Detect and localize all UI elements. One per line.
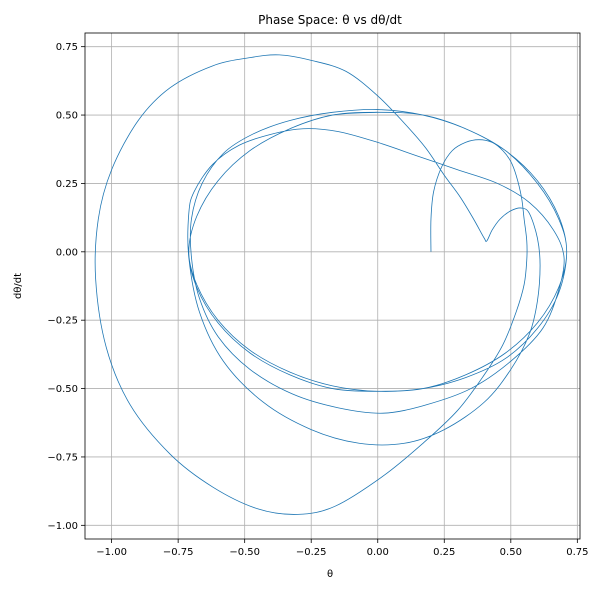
y-tick-label: 0.50 <box>56 111 78 122</box>
y-tick-label: 0.75 <box>56 42 78 53</box>
x-tick-label: −0.75 <box>163 547 194 558</box>
plot-frame <box>84 32 581 540</box>
y-axis-ticks: −1.00 −0.75 −0.50 −0.25 0.00 0.25 0.50 0.75 <box>47 42 85 532</box>
x-tick-label: 0.00 <box>367 547 389 558</box>
chart-title: Phase Space: θ vs dθ/dt <box>258 13 402 27</box>
x-tick-label: −1.00 <box>96 547 127 558</box>
y-tick-label: −1.00 <box>47 521 78 532</box>
x-tick-label: −0.25 <box>296 547 327 558</box>
y-tick-label: −0.75 <box>47 452 78 463</box>
y-tick-label: 0.00 <box>56 247 78 258</box>
x-tick-label: 0.25 <box>433 547 455 558</box>
x-tick-label: 0.75 <box>566 547 588 558</box>
x-axis-ticks: −1.00 −0.75 −0.50 −0.25 0.00 0.25 0.50 0.75 <box>96 539 588 558</box>
y-axis-label: dθ/dt <box>13 273 24 299</box>
trajectory-line <box>94 54 568 515</box>
x-tick-label: −0.50 <box>229 547 260 558</box>
y-tick-label: 0.25 <box>56 179 78 190</box>
x-tick-label: 0.50 <box>500 547 522 558</box>
y-tick-label: −0.25 <box>47 316 78 327</box>
y-tick-label: −0.50 <box>47 384 78 395</box>
plot-area <box>94 54 568 515</box>
x-axis-label: θ <box>327 569 333 580</box>
grid-lines <box>85 33 580 539</box>
